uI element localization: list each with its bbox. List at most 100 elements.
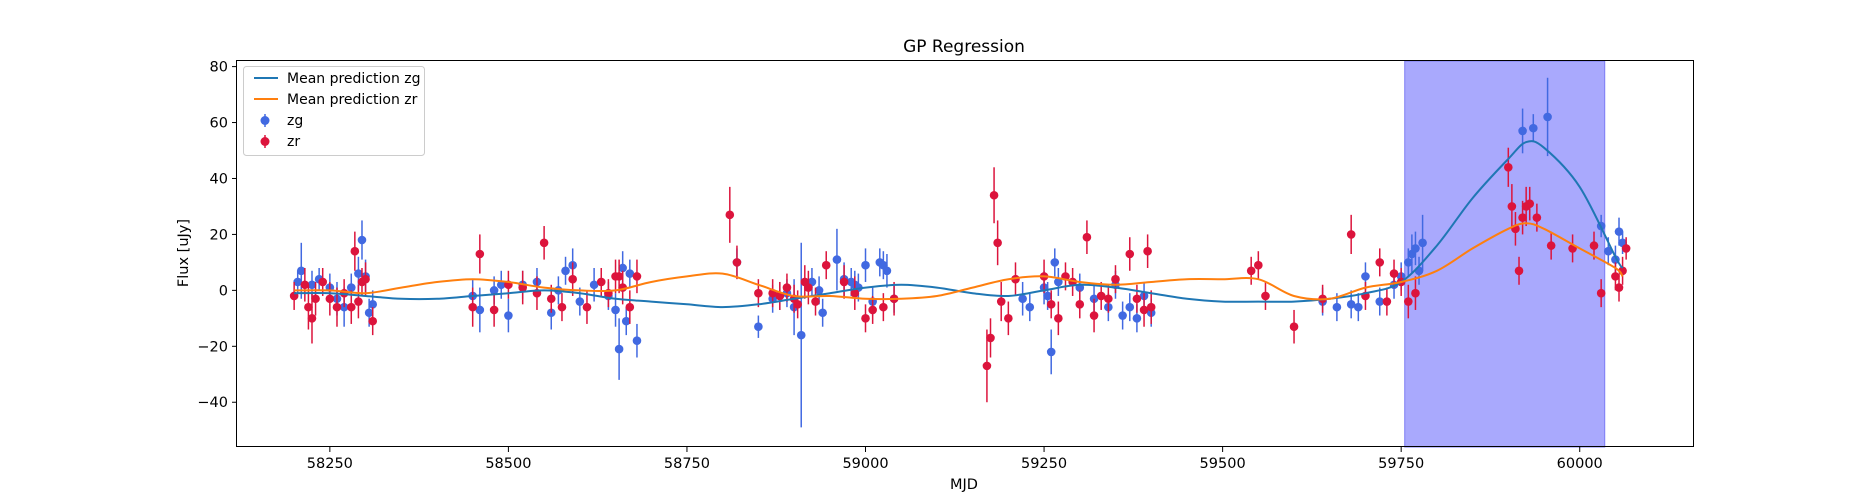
zg-point: [1404, 258, 1413, 267]
legend-box: [243, 66, 425, 156]
zr-point: [1261, 291, 1270, 301]
zr-point: [311, 294, 320, 304]
zr-point: [557, 302, 567, 312]
zr-point: [325, 294, 335, 304]
zr-point: [1346, 230, 1356, 239]
zr-point: [861, 314, 870, 323]
zg-point: [489, 286, 499, 295]
zg-point: [307, 280, 317, 290]
zr-point: [1054, 314, 1063, 323]
zr-point: [489, 305, 499, 315]
zr-point: [568, 274, 577, 284]
y-axis-label: Flux [uJy]: [176, 219, 192, 287]
zg-point: [632, 336, 642, 346]
x-axis: 58250 58500 58750 59000 59250 59500 59750 60000: [307, 447, 1603, 472]
zg-point: [561, 266, 570, 276]
zg-point: [364, 308, 374, 318]
zg-point: [1043, 291, 1052, 301]
legend-swatch-zr: [260, 135, 270, 148]
zr-point: [614, 272, 624, 281]
zr-point: [632, 272, 642, 281]
chart-title: GP Regression: [903, 37, 1025, 57]
line-mean-prediction-zr: [294, 222, 1624, 301]
plot-frame: [236, 60, 1694, 447]
zg-point: [293, 277, 303, 287]
zr-point: [1611, 272, 1620, 281]
x-tick-label: 59500: [1200, 456, 1246, 472]
line-mean-prediction-zg: [294, 140, 1624, 309]
y-tick-label: 80: [210, 60, 228, 76]
x-tick-label: 58750: [664, 456, 710, 472]
zr-point: [754, 288, 763, 298]
zr-point: [1132, 294, 1142, 304]
zg-point: [796, 330, 806, 340]
zr-point: [350, 246, 360, 256]
zr-point: [782, 283, 792, 292]
x-tick-label: 59750: [1378, 456, 1424, 472]
zr-point: [582, 302, 592, 312]
zr-point: [318, 277, 328, 287]
zr-point: [1504, 162, 1513, 172]
zg-point: [861, 260, 870, 270]
zr-point: [1382, 297, 1392, 306]
zg-point: [1543, 112, 1552, 122]
zg-point: [496, 280, 506, 290]
zr-point: [879, 302, 888, 312]
zr-point: [986, 333, 995, 343]
zr-point: [793, 300, 802, 309]
zr-point: [1404, 297, 1413, 306]
legend-label-zr: zr: [287, 134, 300, 150]
zr-point: [1518, 213, 1527, 222]
zg-point: [754, 322, 763, 332]
legend-label-mean-zr: Mean prediction zr: [287, 92, 418, 108]
zr-point: [1614, 283, 1624, 292]
zg-point: [1050, 258, 1060, 267]
zr-point: [546, 294, 556, 304]
zr-point: [1532, 213, 1542, 222]
y-tick-label: 0: [219, 283, 228, 299]
zg-point: [611, 305, 620, 315]
zg-point: [1125, 302, 1135, 312]
zr-point: [354, 297, 363, 306]
zr-point: [468, 302, 477, 312]
zr-point: [1507, 202, 1517, 211]
zr-point: [1596, 288, 1606, 298]
zg-point: [625, 269, 635, 278]
x-axis-label: MJD: [950, 477, 978, 493]
zr-point: [307, 314, 317, 323]
y-tick-label: −20: [197, 339, 228, 355]
zg-point: [357, 235, 367, 245]
zr-point: [1389, 269, 1399, 278]
zg-point: [1018, 294, 1027, 304]
y-tick-label: −40: [197, 395, 228, 411]
zg-point: [1332, 302, 1342, 312]
zr-point: [1514, 266, 1524, 276]
zr-point: [811, 297, 820, 306]
zr-point: [804, 283, 813, 292]
series-zg: [293, 77, 1627, 428]
zr-point: [1525, 199, 1535, 208]
zg-point: [339, 302, 349, 312]
zg-point: [1354, 302, 1363, 312]
zr-point: [1621, 244, 1631, 253]
zr-point: [346, 302, 356, 312]
zr-point: [1254, 260, 1263, 270]
zg-point: [1529, 123, 1538, 133]
zr-point: [332, 302, 342, 312]
legend-label-mean-zg: Mean prediction zg: [287, 71, 421, 87]
zg-point: [575, 297, 585, 306]
legend: Mean prediction zg Mean prediction zr zg…: [243, 66, 425, 156]
highlight-region: [1404, 60, 1606, 448]
zr-point: [475, 249, 485, 259]
zr-point: [993, 238, 1002, 248]
zg-point: [1614, 227, 1624, 236]
zr-point: [1139, 305, 1149, 315]
zg-point: [618, 263, 627, 273]
zr-point: [1004, 314, 1013, 323]
zg-point: [346, 283, 356, 292]
zr-point: [996, 297, 1006, 306]
y-tick-label: 40: [210, 171, 228, 187]
zr-point: [1125, 249, 1135, 259]
zg-point: [1411, 244, 1420, 253]
zg-point: [1118, 311, 1127, 320]
